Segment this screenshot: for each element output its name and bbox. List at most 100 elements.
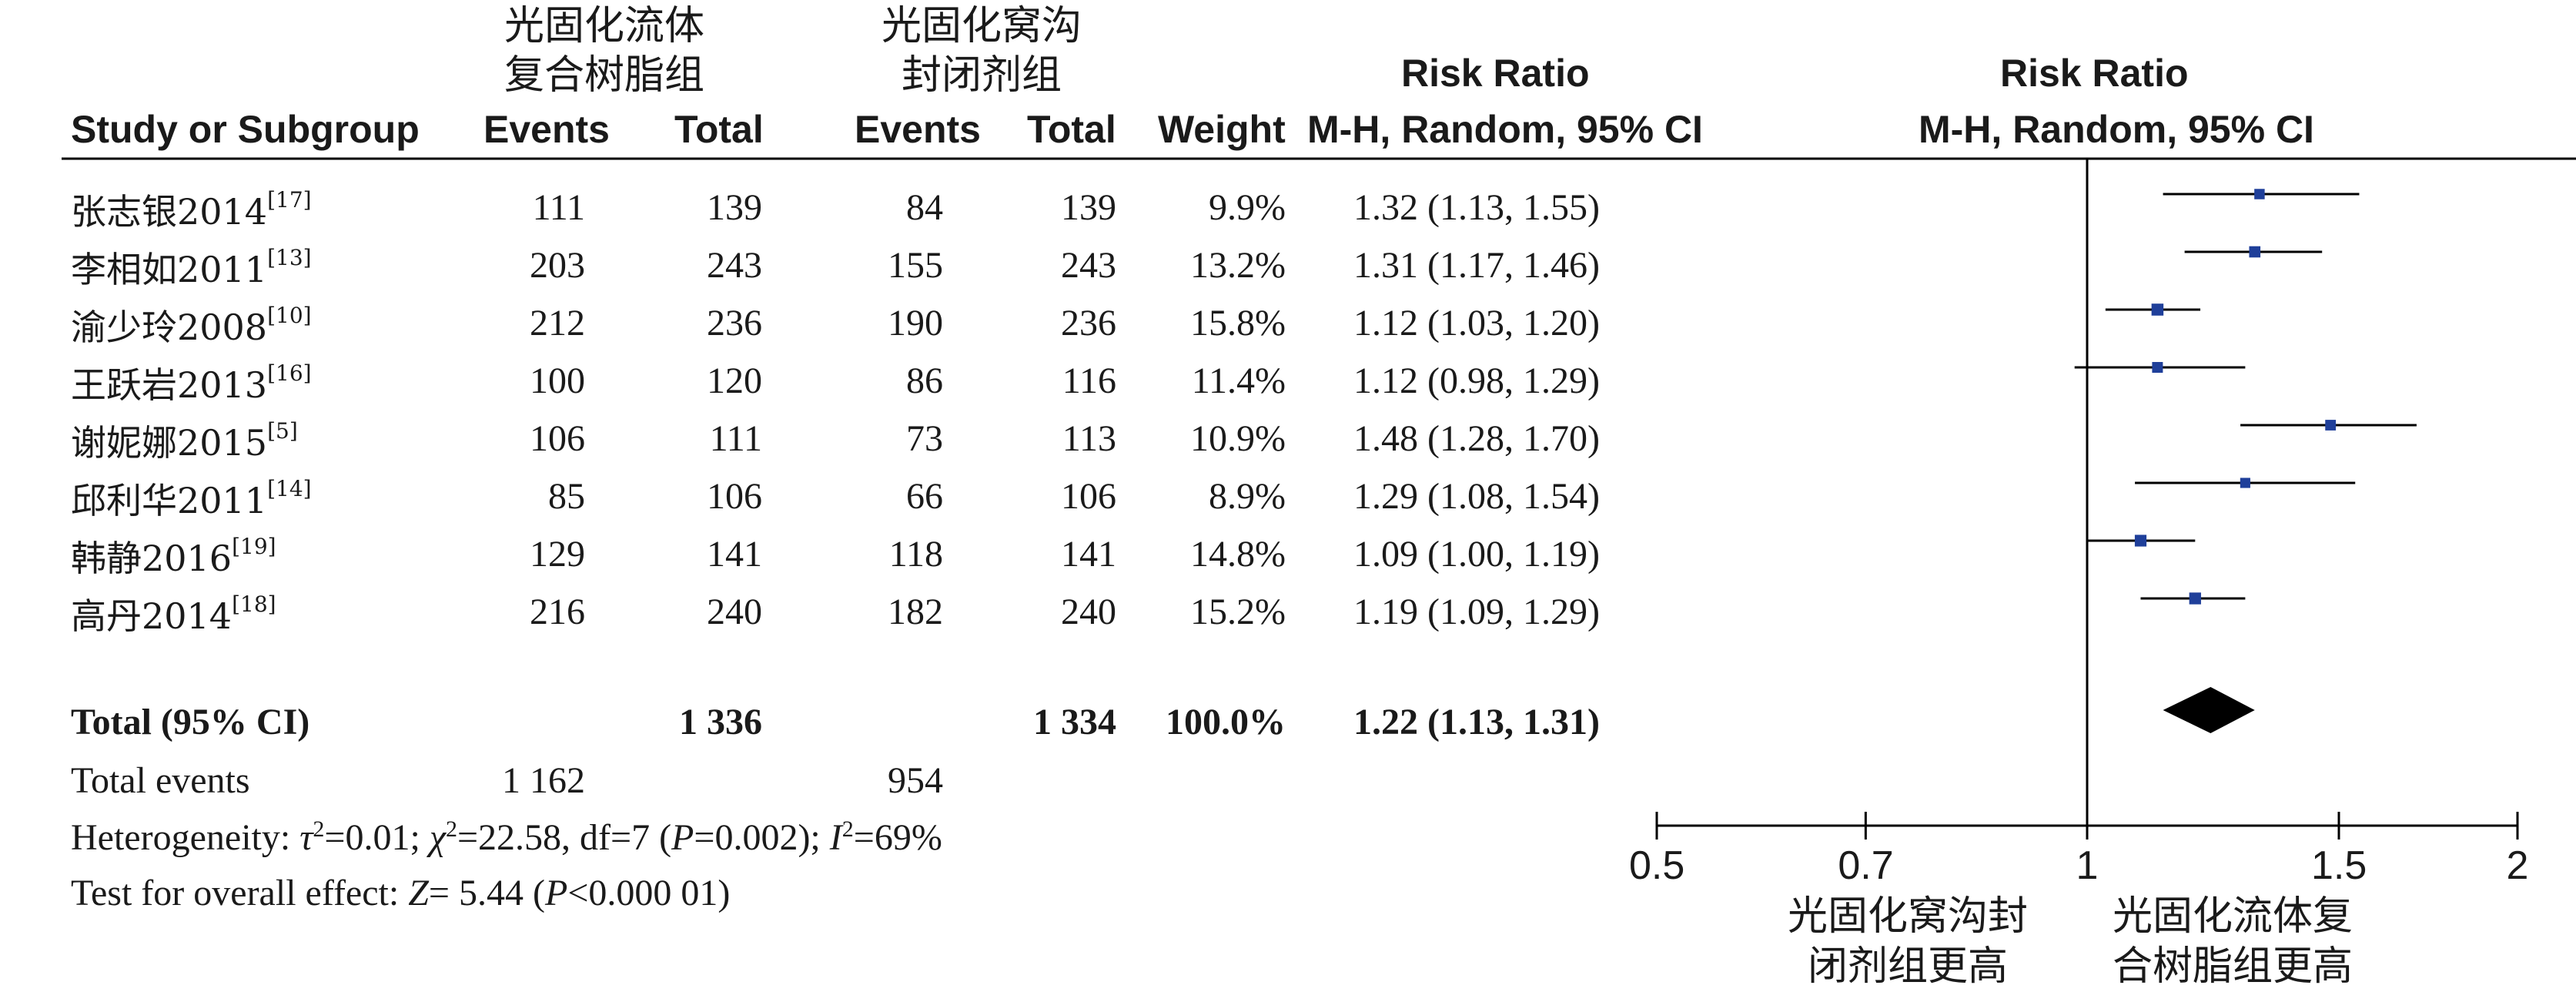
total1-cell: 243 (707, 245, 762, 286)
events1-cell: 111 (532, 187, 585, 228)
events2-cell: 66 (906, 476, 943, 517)
axis-tick-label: 0.7 (1838, 843, 1894, 888)
events2-cell: 182 (888, 592, 943, 632)
total-row-total2: 1 334 (1033, 702, 1116, 742)
study-point-marker (2254, 189, 2265, 199)
weight-cell: 15.8% (1190, 303, 1286, 344)
study-name: 王跃岩2013[16] (71, 360, 312, 406)
total1-col-header: Total (674, 108, 764, 151)
ci-cell: 1.09 (1.00, 1.19) (1353, 534, 1600, 575)
total1-cell: 141 (707, 534, 762, 575)
axis-tick-label: 0.5 (1629, 843, 1685, 888)
study-ref: [13] (267, 245, 312, 270)
events2-cell: 190 (888, 303, 943, 344)
total-row-ci: 1.22 (1.13, 1.31) (1353, 702, 1600, 742)
events2-cell: 155 (888, 245, 943, 286)
total2-cell: 139 (1061, 187, 1116, 228)
events2-col-header: Events (855, 108, 981, 151)
weight-cell: 13.2% (1190, 245, 1286, 286)
study-name: 谢妮娜2015[5] (71, 418, 298, 464)
total2-col-header: Total (1027, 108, 1116, 151)
total1-cell: 120 (707, 360, 762, 401)
total-row-label: Total (95% CI) (71, 702, 310, 742)
total2-cell: 113 (1062, 418, 1116, 459)
events1-cell: 100 (530, 360, 585, 401)
overall-effect-text: Test for overall effect: Z= 5.44 (P<0.00… (71, 873, 731, 913)
study-point-marker (2134, 535, 2147, 547)
events1-cell: 106 (530, 418, 585, 459)
study-ref: [17] (267, 187, 312, 213)
risk-ratio-col-header-line2: M-H, Random, 95% CI (1307, 108, 1703, 151)
axis-tick-label: 1 (2076, 843, 2099, 888)
total-events-label: Total events (71, 760, 250, 801)
ci-cell: 1.12 (0.98, 1.29) (1353, 360, 1600, 401)
ci-cell: 1.12 (1.03, 1.20) (1353, 303, 1600, 344)
weight-cell: 14.8% (1190, 534, 1286, 575)
events2-cell: 84 (906, 187, 943, 228)
study-ref: [5] (267, 418, 298, 444)
total1-cell: 111 (709, 418, 762, 459)
study-name: 李相如2011[13] (71, 245, 312, 290)
total1-cell: 106 (707, 476, 762, 517)
total-row-total1: 1 336 (679, 702, 762, 742)
study-point-marker (2151, 303, 2164, 316)
events1-cell: 216 (530, 592, 585, 632)
heterogeneity-text: Heterogeneity: τ2=0.01; χ2=22.58, df=7 (… (71, 816, 942, 858)
total2-cell: 243 (1061, 245, 1116, 286)
events1-cell: 212 (530, 303, 585, 344)
total2-cell: 106 (1061, 476, 1116, 517)
study-name: 张志银2014[17] (71, 187, 312, 233)
total2-cell: 236 (1061, 303, 1116, 344)
study-ref: [14] (267, 476, 312, 501)
study-ref: [10] (267, 303, 312, 328)
study-point-marker (2325, 420, 2337, 431)
study-ref: [16] (267, 360, 312, 386)
weight-col-header: Weight (1158, 108, 1286, 151)
study-point-marker (2249, 246, 2261, 258)
total2-cell: 116 (1062, 360, 1116, 401)
plot-header-line2: M-H, Random, 95% CI (1919, 108, 2314, 151)
events2-cell: 73 (906, 418, 943, 459)
total1-cell: 139 (707, 187, 762, 228)
axis-tick-label: 2 (2506, 843, 2529, 888)
axis-right-note: 光固化流体复 合树脂组更高 (2112, 893, 2353, 990)
study-col-header: Study or Subgroup (71, 108, 420, 151)
group1-header-line1: 光固化流体 (503, 3, 704, 49)
risk-ratio-col-header-line1: Risk Ratio (1401, 52, 1590, 95)
study-name: 邱利华2011[14] (71, 476, 312, 521)
weight-cell: 8.9% (1209, 476, 1286, 517)
events2-cell: 118 (888, 534, 943, 575)
weight-cell: 10.9% (1190, 418, 1286, 459)
ci-cell: 1.29 (1.08, 1.54) (1353, 476, 1600, 517)
study-point-marker (2189, 592, 2201, 605)
axis-tick-label: 1.5 (2310, 843, 2367, 888)
ci-cell: 1.48 (1.28, 1.70) (1353, 418, 1600, 459)
events1-col-header: Events (483, 108, 610, 151)
group2-header-line1: 光固化窝沟 (881, 3, 1082, 49)
study-name: 渝少玲2008[10] (71, 303, 312, 348)
study-ref: [19] (232, 534, 276, 559)
group2-header-line2: 封闭剂组 (901, 52, 1062, 99)
axis-left-note: 光固化窝沟封 闭剂组更高 (1787, 893, 2028, 990)
plot-header-line1: Risk Ratio (2000, 52, 2189, 95)
total2-cell: 240 (1061, 592, 1116, 632)
total1-cell: 236 (707, 303, 762, 344)
study-ref: [18] (232, 592, 276, 617)
summary-diamond (2163, 687, 2255, 733)
study-point-marker (2152, 362, 2163, 373)
total-row-weight: 100.0% (1166, 702, 1286, 742)
total2-cell: 141 (1061, 534, 1116, 575)
weight-cell: 11.4% (1191, 360, 1286, 401)
study-name: 高丹2014[18] (71, 592, 276, 637)
events1-cell: 129 (530, 534, 585, 575)
study-point-marker (2240, 478, 2250, 488)
events1-cell: 203 (530, 245, 585, 286)
total1-cell: 240 (707, 592, 762, 632)
total-events-group1: 1 162 (502, 760, 585, 801)
ci-cell: 1.31 (1.17, 1.46) (1353, 245, 1600, 286)
study-name: 韩静2016[19] (71, 534, 276, 579)
weight-cell: 9.9% (1209, 187, 1286, 228)
weight-cell: 15.2% (1190, 592, 1286, 632)
